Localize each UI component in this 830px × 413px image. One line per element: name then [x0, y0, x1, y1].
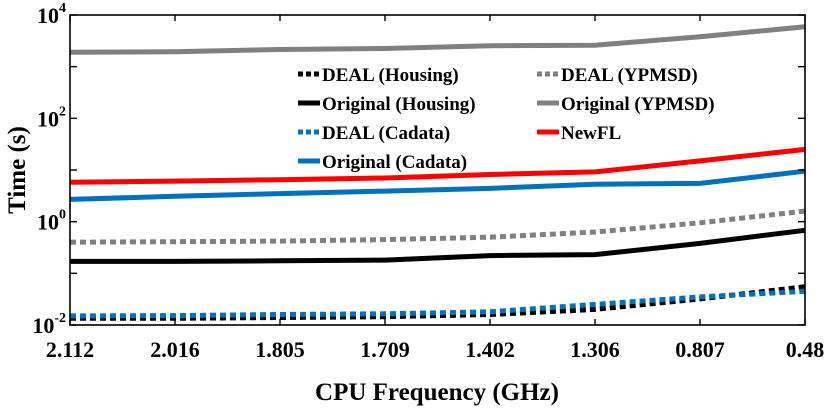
x-tick-label: 1.805 [255, 337, 305, 362]
y-tick-label: 102 [37, 104, 66, 131]
legend-label: DEAL (Cadata) [322, 123, 450, 144]
series-line-5 [69, 146, 806, 185]
legend: DEAL (Housing) DEAL (YPMSD) Original (Hous… [298, 65, 715, 173]
x-axis-ticks: 2.112 2.016 1.805 1.709 1.402 1.306 0.807 0.48 [46, 15, 824, 362]
x-axis-label: CPU Frequency (GHz) [315, 379, 559, 406]
plot-lines [69, 24, 806, 321]
y-tick-label: 100 [37, 208, 66, 235]
legend-label: Original (Housing) [322, 94, 476, 115]
x-tick-label: 0.48 [786, 337, 825, 362]
legend-label: NewFL [561, 123, 621, 144]
y-tick-label: 104 [37, 1, 66, 28]
series-line-3 [69, 24, 806, 55]
y-axis-label: Time (s) [4, 126, 31, 214]
legend-label: DEAL (YPMSD) [561, 65, 698, 86]
x-tick-label: 2.112 [46, 337, 94, 362]
series-line-2 [70, 227, 806, 264]
legend-label: Original (YPMSD) [561, 94, 715, 115]
x-tick-label: 0.807 [675, 337, 725, 362]
legend-label: Original (Cadata) [322, 152, 467, 173]
series-line-4 [69, 288, 806, 319]
legend-label: DEAL (Housing) [322, 65, 459, 86]
x-tick-label: 1.306 [570, 337, 620, 362]
x-tick-label: 1.402 [465, 337, 515, 362]
y-tick-label: 10-2 [32, 311, 66, 338]
series-line-6 [69, 168, 806, 202]
series-line-1 [69, 208, 806, 245]
x-tick-label: 1.709 [360, 337, 410, 362]
x-tick-label: 2.016 [150, 337, 200, 362]
